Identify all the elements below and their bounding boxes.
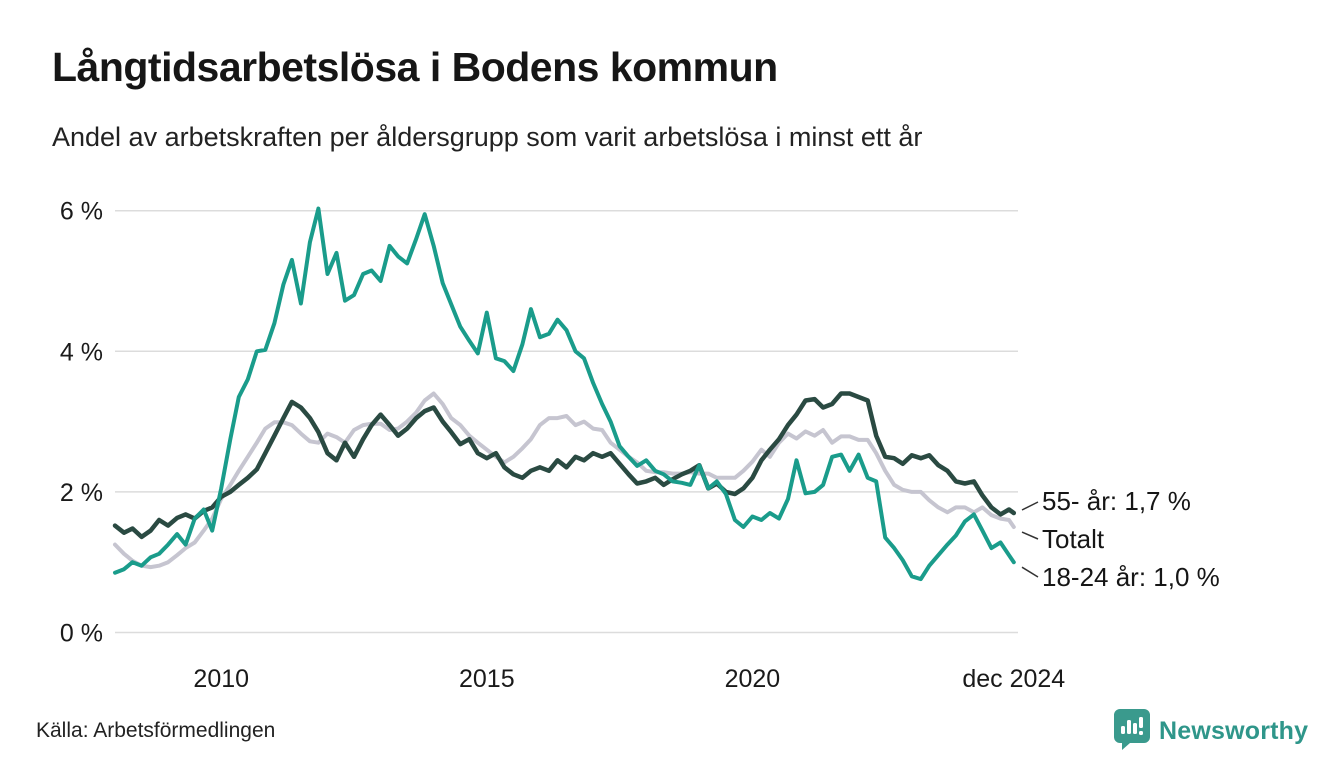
x-tick-label: 2020 xyxy=(725,665,781,693)
newsworthy-logo-icon xyxy=(1112,707,1152,756)
chart-subtitle: Andel av arbetskraften per åldersgrupp s… xyxy=(52,122,923,152)
series-line-55-r xyxy=(112,391,1017,540)
y-tick-label: 4 % xyxy=(60,338,103,366)
page-title: Långtidsarbetslösa i Bodens kommun xyxy=(52,44,778,90)
series-line-totalt xyxy=(113,391,1016,570)
label-connector xyxy=(1021,566,1039,578)
x-tick-label: 2010 xyxy=(193,665,249,693)
series-line-18-24-r xyxy=(113,206,1016,582)
y-tick-label: 2 % xyxy=(60,479,103,507)
y-tick-label: 0 % xyxy=(60,620,103,648)
newsworthy-logo: Newsworthy xyxy=(1112,707,1308,756)
series-end-label-55: 55- år: 1,7 % xyxy=(1042,486,1191,516)
y-tick-label: 6 % xyxy=(60,198,103,226)
newsworthy-logo-text: Newsworthy xyxy=(1159,717,1309,745)
x-tick-label: 2015 xyxy=(459,665,515,693)
source-note: Källa: Arbetsförmedlingen xyxy=(36,719,276,742)
label-connector xyxy=(1021,501,1039,511)
series-end-label-18-24: 18-24 år: 1,0 % xyxy=(1042,562,1220,592)
series-end-label-totalt: Totalt xyxy=(1042,524,1105,554)
x-tick-label: dec 2024 xyxy=(962,665,1065,693)
label-connector xyxy=(1021,531,1039,540)
